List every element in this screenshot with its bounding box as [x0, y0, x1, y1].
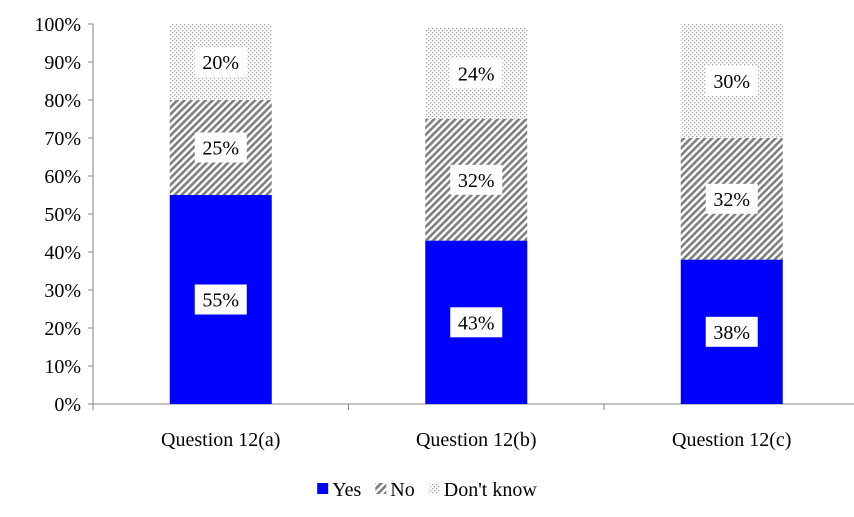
- data-label-box: [194, 47, 247, 77]
- y-tick-label: 40%: [44, 242, 81, 264]
- data-label-box: [450, 307, 503, 338]
- data-label: 38%: [713, 322, 750, 344]
- data-label: 20%: [202, 52, 239, 74]
- data-labels: 55% 25% 20% 43% 32% 24% 38% 32% 30%: [194, 47, 758, 347]
- legend-swatch-yes: [317, 483, 329, 494]
- legend: Yes No Don't know: [317, 479, 537, 501]
- data-label: 55%: [202, 290, 239, 312]
- data-label-box: [705, 183, 758, 214]
- data-label-box: [194, 284, 247, 315]
- y-tick-label: 0%: [54, 394, 81, 416]
- axes: 0% 10% 20% 30% 40% 50% 60% 70% 80% 90% 100% Questio…: [34, 14, 854, 451]
- y-tick-label: 50%: [44, 204, 81, 226]
- data-label: 32%: [713, 189, 750, 211]
- data-label: 30%: [713, 71, 750, 93]
- x-tick-label: Question 12(c): [672, 429, 791, 451]
- data-label-box: [450, 58, 503, 89]
- x-tick-label: Question 12(b): [416, 429, 537, 451]
- y-tick-label: 30%: [44, 280, 81, 302]
- data-label-box: [450, 164, 503, 195]
- y-tick-label: 10%: [44, 356, 81, 378]
- y-tick-label: 80%: [44, 90, 81, 112]
- y-tick-label: 100%: [34, 14, 81, 36]
- y-tick-label: 20%: [44, 318, 81, 340]
- data-label-box: [705, 66, 758, 96]
- y-tick-label: 60%: [44, 166, 81, 188]
- y-tick-label: 90%: [44, 52, 81, 74]
- legend-label-don-t-know: Don't know: [444, 479, 538, 501]
- y-tick-label: 70%: [44, 128, 81, 150]
- data-label: 25%: [202, 138, 239, 160]
- data-label: 32%: [458, 170, 495, 192]
- legend-label-yes: Yes: [332, 479, 361, 501]
- data-label: 24%: [458, 63, 495, 85]
- data-label: 43%: [458, 312, 495, 334]
- legend-swatch-no: [375, 483, 387, 494]
- legend-swatch-don-t-know: [428, 483, 440, 494]
- data-label-box: [705, 316, 758, 347]
- data-label-box: [194, 132, 247, 163]
- x-tick-label: Question 12(a): [161, 429, 280, 451]
- legend-label-no: No: [390, 479, 414, 501]
